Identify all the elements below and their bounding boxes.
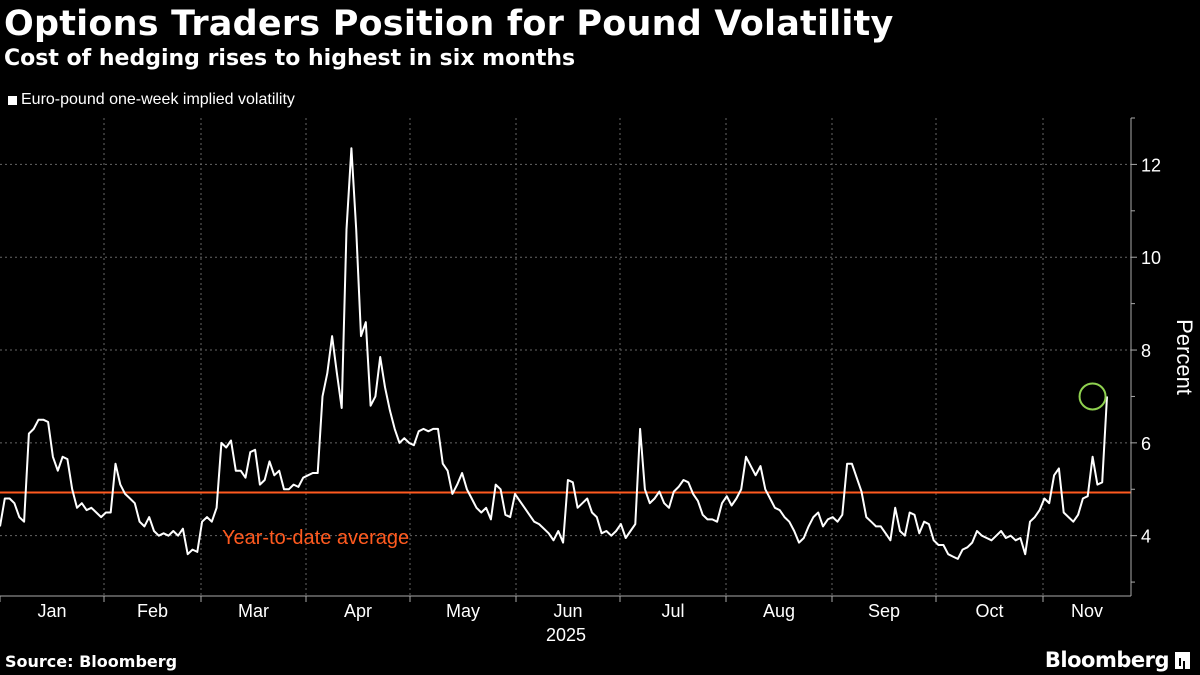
y-axis-title: Percent — [1172, 319, 1197, 395]
x-tick-label: Nov — [1071, 601, 1103, 621]
chart-subtitle: Cost of hedging rises to highest in six … — [4, 46, 576, 71]
series-group — [0, 147, 1108, 560]
y-tick-label: 6 — [1141, 434, 1151, 454]
axes-group: 4 6 8 10 12 Jan Feb Mar Apr May Jun Jul Aug Sep Oct Nov… — [0, 117, 1197, 645]
x-tick-label: Feb — [137, 601, 168, 621]
source-note: Source: Bloomberg — [5, 652, 178, 671]
series-line-euro-pound-volatility — [0, 147, 1108, 560]
x-tick-label: Mar — [238, 601, 269, 621]
average-line-group: Year-to-date average — [0, 491, 1131, 549]
chart-title: Options Traders Position for Pound Volat… — [4, 4, 894, 44]
brand-name: Bloomberg — [1044, 648, 1170, 672]
legend: Euro-pound one-week implied volatility — [8, 91, 295, 109]
y-tick-label: 8 — [1141, 341, 1151, 361]
x-tick-label: Apr — [344, 601, 372, 621]
x-tick-label: Oct — [975, 601, 1003, 621]
x-axis-year-label: 2025 — [546, 625, 586, 645]
x-tick-label: May — [446, 601, 480, 621]
bloomberg-chart-icon — [1175, 651, 1190, 669]
x-tick-label: Sep — [868, 601, 900, 621]
grid — [0, 118, 1131, 596]
y-tick-label: 10 — [1141, 248, 1161, 268]
x-tick-label: Jul — [661, 601, 684, 621]
x-tick-label: Jun — [553, 601, 582, 621]
legend-label: Euro-pound one-week implied volatility — [21, 91, 295, 108]
y-tick-label: 4 — [1141, 527, 1151, 547]
y-tick-label: 12 — [1141, 155, 1161, 175]
average-line-label: Year-to-date average — [222, 527, 409, 549]
x-tick-label: Jan — [37, 601, 66, 621]
x-tick-label: Aug — [763, 601, 795, 621]
brand-logo: Bloomberg — [1045, 648, 1190, 672]
latest-value-highlight-circle — [1078, 382, 1107, 411]
legend-swatch — [8, 95, 17, 105]
